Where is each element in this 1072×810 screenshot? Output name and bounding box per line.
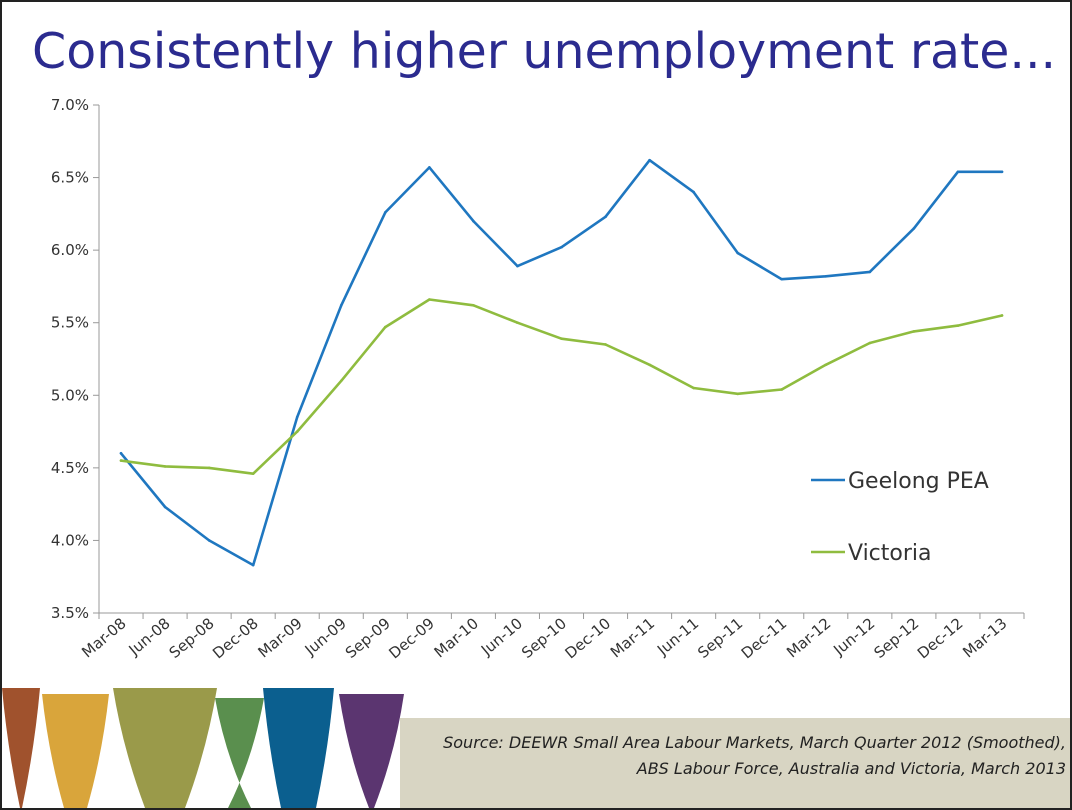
data-point-victoria [1000, 314, 1004, 317]
data-point-geelong-pea [472, 219, 475, 223]
decorative-banner [2, 688, 404, 808]
x-tick-label: Dec-10 [562, 614, 615, 662]
data-point-geelong-pea [692, 190, 695, 194]
data-point-geelong-pea [207, 539, 211, 542]
data-point-victoria [692, 386, 695, 390]
data-point-geelong-pea [560, 245, 563, 249]
y-tick-label: 5.5% [51, 314, 89, 332]
x-tick-label: Mar-09 [255, 614, 306, 661]
data-point-victoria [163, 465, 167, 468]
data-point-geelong-pea [912, 227, 916, 230]
data-point-geelong-pea [163, 505, 167, 509]
data-point-victoria [295, 430, 299, 433]
x-tick-label: Sep-12 [870, 614, 922, 662]
series-line-geelong-pea [119, 158, 1004, 567]
source-line-1: Source: DEEWR Small Area Labour Markets,… [443, 733, 1066, 752]
y-tick-label: 5.0% [51, 386, 89, 404]
x-tick-label: Mar-12 [783, 614, 834, 661]
x-tick-label: Mar-11 [607, 614, 658, 661]
data-point-victoria [472, 303, 475, 307]
y-tick-label: 4.5% [51, 459, 89, 477]
x-tick-label: Jun-10 [477, 614, 526, 659]
chart-legend: Geelong PEA Victoria [811, 469, 989, 566]
data-point-geelong-pea [516, 264, 519, 268]
data-point-victoria [868, 341, 872, 345]
x-tick-label: Mar-10 [431, 614, 482, 661]
x-tick-label: Dec-08 [209, 614, 262, 662]
data-point-victoria [516, 321, 519, 325]
data-point-geelong-pea [868, 270, 872, 274]
legend-label: Victoria [848, 541, 932, 566]
y-tick-label: 6.5% [51, 169, 89, 187]
data-point-victoria [912, 330, 916, 333]
data-point-geelong-pea [1000, 170, 1004, 174]
data-point-victoria [648, 363, 651, 367]
x-tick-label: Sep-09 [342, 614, 394, 662]
banner-stripe [113, 688, 217, 808]
data-point-geelong-pea [780, 277, 784, 281]
banner-stripe [2, 688, 40, 808]
data-point-victoria [251, 472, 255, 475]
chart-series [119, 158, 1004, 567]
x-tick-label: Jun-08 [125, 614, 174, 659]
source-text: Source: DEEWR Small Area Labour Markets,… [443, 730, 1066, 782]
data-point-geelong-pea [736, 251, 739, 255]
x-tick-label: Dec-09 [385, 614, 438, 662]
data-point-geelong-pea [956, 170, 960, 174]
data-point-victoria [956, 324, 960, 327]
data-point-geelong-pea [251, 563, 255, 567]
y-tick-label: 3.5% [51, 604, 89, 622]
legend-label: Geelong PEA [848, 469, 989, 494]
source-box: Source: DEEWR Small Area Labour Markets,… [400, 718, 1070, 808]
slide-title: Consistently higher unemployment rate... [32, 23, 1057, 80]
data-point-victoria [780, 388, 784, 391]
data-point-geelong-pea [648, 158, 651, 162]
x-tick-label: Dec-11 [738, 614, 791, 662]
banner-stripe [215, 698, 264, 808]
data-point-victoria [119, 459, 123, 462]
source-line-2: ABS Labour Force, Australia and Victoria… [636, 759, 1066, 778]
chart-axes: 3.5%4.0%4.5%5.0%5.5%6.0%6.5%7.0%Mar-08Ju… [51, 96, 1025, 662]
banner-stripe [339, 694, 404, 808]
data-point-geelong-pea [119, 452, 123, 455]
x-tick-label: Jun-11 [653, 614, 702, 659]
data-point-geelong-pea [295, 415, 299, 419]
x-tick-label: Mar-13 [959, 614, 1010, 661]
data-point-geelong-pea [824, 274, 828, 278]
data-point-victoria [604, 343, 607, 346]
x-tick-label: Dec-12 [914, 614, 967, 662]
data-point-victoria [428, 298, 431, 301]
data-point-geelong-pea [428, 166, 431, 169]
data-point-geelong-pea [339, 303, 343, 307]
x-tick-label: Sep-08 [166, 614, 218, 662]
data-point-victoria [384, 325, 387, 329]
data-point-victoria [736, 392, 739, 396]
y-tick-label: 4.0% [51, 531, 89, 549]
y-tick-label: 6.0% [51, 241, 89, 259]
x-tick-label: Jun-09 [301, 614, 350, 659]
data-point-geelong-pea [604, 215, 607, 219]
x-tick-label: Sep-10 [518, 614, 570, 662]
data-point-victoria [560, 337, 563, 340]
data-point-victoria [339, 379, 343, 383]
data-point-geelong-pea [384, 211, 387, 214]
x-tick-label: Sep-11 [694, 614, 746, 662]
x-tick-label: Jun-12 [829, 614, 878, 659]
banner-stripe [263, 688, 334, 808]
series-line-victoria [119, 298, 1004, 476]
banner-stripe [42, 694, 109, 808]
data-point-victoria [207, 466, 211, 470]
data-point-victoria [824, 363, 828, 367]
y-tick-label: 7.0% [51, 96, 89, 114]
